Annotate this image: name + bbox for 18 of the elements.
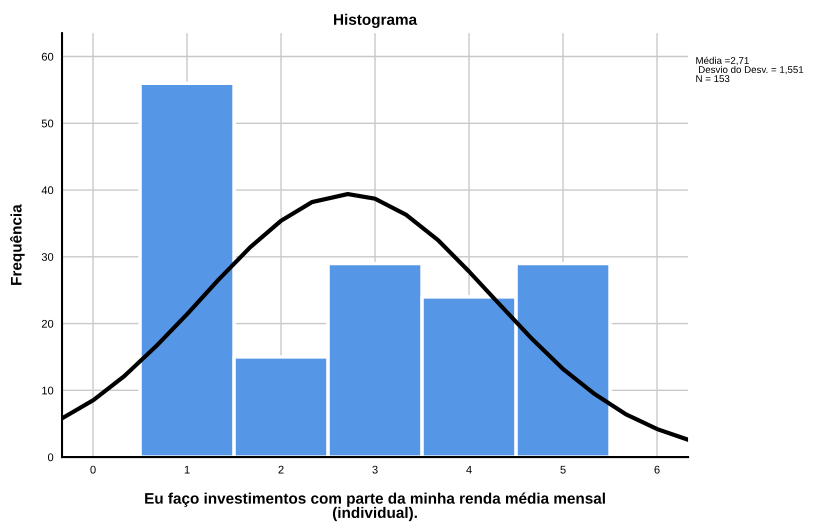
x-axis-title: Eu faço investimentos com parte da minha renda média mensal (individual).: [145, 492, 605, 522]
x-tick-label: 0: [90, 466, 96, 474]
x-tick-label: 4: [466, 466, 472, 474]
text: Média =2,71 Desvio do Desv. = 1,551 N = 153: [696, 56, 804, 82]
x-tick-label: 3: [372, 466, 378, 474]
chart-title: Histograma: [334, 14, 418, 28]
x-tick-label: 1: [184, 466, 190, 474]
y-tick-label: 60: [42, 52, 54, 61]
x-tick-label: 6: [654, 466, 660, 474]
x-tick-label: 2: [278, 466, 284, 474]
y-tick-label: 10: [42, 386, 54, 394]
y-tick-label: 0: [48, 453, 54, 462]
y-tick-label: 50: [42, 120, 54, 128]
y-tick-label: 20: [42, 320, 54, 328]
y-axis-title: Frequência: [10, 204, 25, 285]
y-tick-label: 30: [42, 253, 54, 261]
y-tick-label: 40: [42, 186, 54, 194]
x-tick-label: 5: [560, 466, 566, 474]
